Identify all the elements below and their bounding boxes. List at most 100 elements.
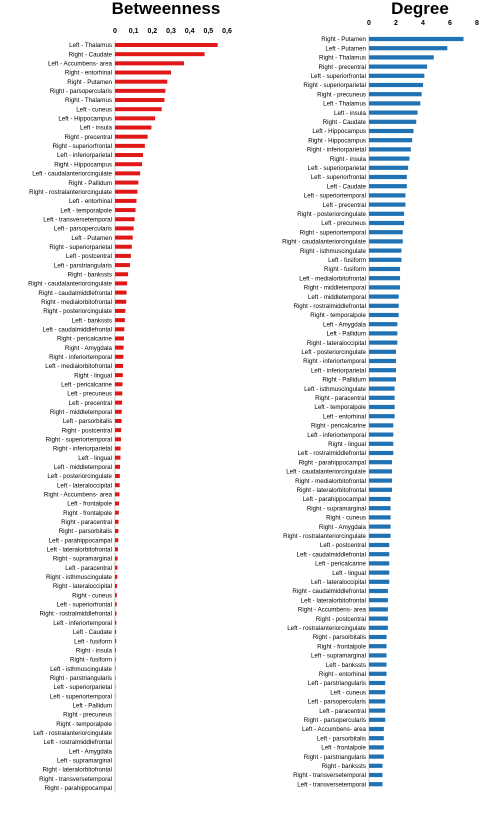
betweenness-category-label: Right - posteriorcingulate [43, 308, 112, 315]
betweenness-bar [115, 611, 117, 616]
degree-bar [369, 726, 384, 732]
betweenness-bar [115, 354, 124, 359]
degree-bar [369, 322, 398, 327]
degree-bar [369, 441, 394, 446]
degree-category-label: Right - paracentral [315, 395, 366, 402]
betweenness-category-label: Left - lateraloccipital [57, 482, 112, 489]
degree-category-label: Left - Hippocampus [312, 128, 366, 135]
betweenness-bar [115, 446, 121, 451]
degree-category-label: Left - rostralmiddlefrontal [298, 450, 366, 457]
degree-bar [369, 174, 407, 180]
degree-bar [369, 101, 421, 106]
degree-category-label: Right - fusiform [324, 266, 366, 273]
degree-bar [369, 478, 392, 483]
betweenness-category-label: Left - Pallidum [72, 702, 112, 709]
betweenness-bar [115, 336, 124, 341]
betweenness-bar [115, 125, 152, 130]
degree-category-label: Right - frontalpole [317, 643, 366, 650]
degree-bar [369, 763, 383, 768]
betweenness-bar [115, 409, 122, 414]
degree-category-label: Left - Pallidum [326, 331, 366, 338]
betweenness-bar [115, 217, 135, 222]
betweenness-tick-label: 0,6 [222, 28, 232, 35]
degree-bar [369, 736, 384, 741]
betweenness-bar [115, 263, 130, 268]
degree-bar [369, 119, 417, 124]
degree-category-label: Right - isthmuscingulate [300, 248, 367, 255]
degree-tick-label: 8 [475, 20, 479, 27]
degree-bar [369, 570, 390, 575]
degree-bar [369, 662, 387, 667]
degree-bar [369, 423, 394, 428]
betweenness-bar [115, 363, 124, 368]
degree-bar [369, 699, 386, 704]
degree-category-label: Right - cuneus [326, 515, 366, 522]
betweenness-bar [115, 391, 123, 396]
degree-bar [369, 276, 401, 281]
betweenness-category-label: Left - rostralmiddlefrontal [44, 739, 112, 746]
degree-bar [369, 487, 392, 492]
betweenness-bar [115, 52, 205, 57]
betweenness-category-label: Right - postcentral [62, 427, 112, 434]
betweenness-tick-label: 0,2 [147, 28, 157, 35]
betweenness-category-label: Right - inferiorparietal [53, 446, 112, 453]
betweenness-tick-label: 0,1 [129, 28, 139, 35]
betweenness-bar [115, 584, 118, 589]
degree-category-label: Left - Caudate [327, 183, 367, 190]
degree-bar [369, 404, 395, 410]
betweenness-category-label: Right - paracentral [61, 519, 112, 526]
betweenness-bar [115, 189, 138, 194]
betweenness-category-label: Left - Putamen [71, 235, 112, 242]
betweenness-bar [115, 272, 129, 277]
betweenness-bar [115, 547, 118, 552]
betweenness-bar [115, 70, 171, 75]
degree-bar [369, 671, 387, 676]
betweenness-category-label: Left - superiorfrontal [57, 602, 112, 609]
degree-category-label: Left - Amygdala [323, 321, 367, 328]
degree-category-label: Left - middletemporal [308, 294, 366, 301]
betweenness-category-label: Left - transversetemporal [43, 216, 112, 223]
betweenness-category-label: Right - transversetemporal [39, 776, 112, 783]
betweenness-bar [115, 235, 133, 240]
degree-bar [369, 745, 384, 750]
degree-category-label: Left - Accumbens- area [302, 726, 367, 733]
betweenness-bar [115, 61, 185, 66]
degree-tick-label: 4 [421, 20, 425, 27]
betweenness-category-label: Left - pericalcarine [61, 381, 112, 388]
betweenness-bar [115, 290, 127, 295]
betweenness-category-label: Left - superiortemporal [50, 693, 112, 700]
betweenness-bar [115, 253, 131, 258]
degree-bar [369, 303, 399, 308]
degree-category-label: Left - paracentral [319, 708, 366, 715]
betweenness-category-label: Left - inferiorparietal [57, 152, 112, 159]
degree-bar [369, 386, 395, 391]
betweenness-category-label: Right - superiorfrontal [53, 143, 113, 150]
betweenness-bar [115, 620, 117, 625]
degree-category-label: Right - precentral [319, 64, 366, 71]
degree-bar [369, 653, 387, 658]
degree-category-label: Left - superiorparietal [308, 165, 366, 172]
betweenness-category-label: Right - fusiform [70, 657, 112, 664]
degree-bar [369, 156, 410, 161]
degree-tick-label: 0 [367, 20, 371, 27]
betweenness-bar [115, 281, 128, 286]
degree-category-label: Right - entorhinal [319, 671, 366, 678]
betweenness-bar [115, 79, 168, 84]
degree-category-label: Right - parsopercularis [304, 717, 366, 724]
degree-bar [369, 312, 399, 318]
betweenness-category-label: Left - posteriorcingulate [47, 473, 112, 480]
degree-category-label: Right - parsorbitalis [313, 634, 366, 641]
degree-category-label: Left - parahippocampal [303, 496, 366, 503]
betweenness-category-label: Right - insula [76, 647, 113, 654]
degree-chart-title: Degree [391, 0, 449, 18]
degree-bar [369, 496, 391, 502]
betweenness-category-label: Left - superiorparietal [54, 684, 112, 691]
betweenness-category-label: Right - inferiortemporal [49, 354, 112, 361]
degree-bar [369, 46, 448, 51]
betweenness-bar [115, 162, 143, 167]
degree-category-label: Left - lateraloccipital [311, 579, 366, 586]
degree-category-label: Left - supramarginal [311, 653, 366, 660]
betweenness-bar [115, 574, 118, 579]
degree-category-label: Right - lateralorbitofrontal [297, 487, 366, 494]
betweenness-category-label: Right - caudalanteriorcingulate [28, 281, 112, 288]
